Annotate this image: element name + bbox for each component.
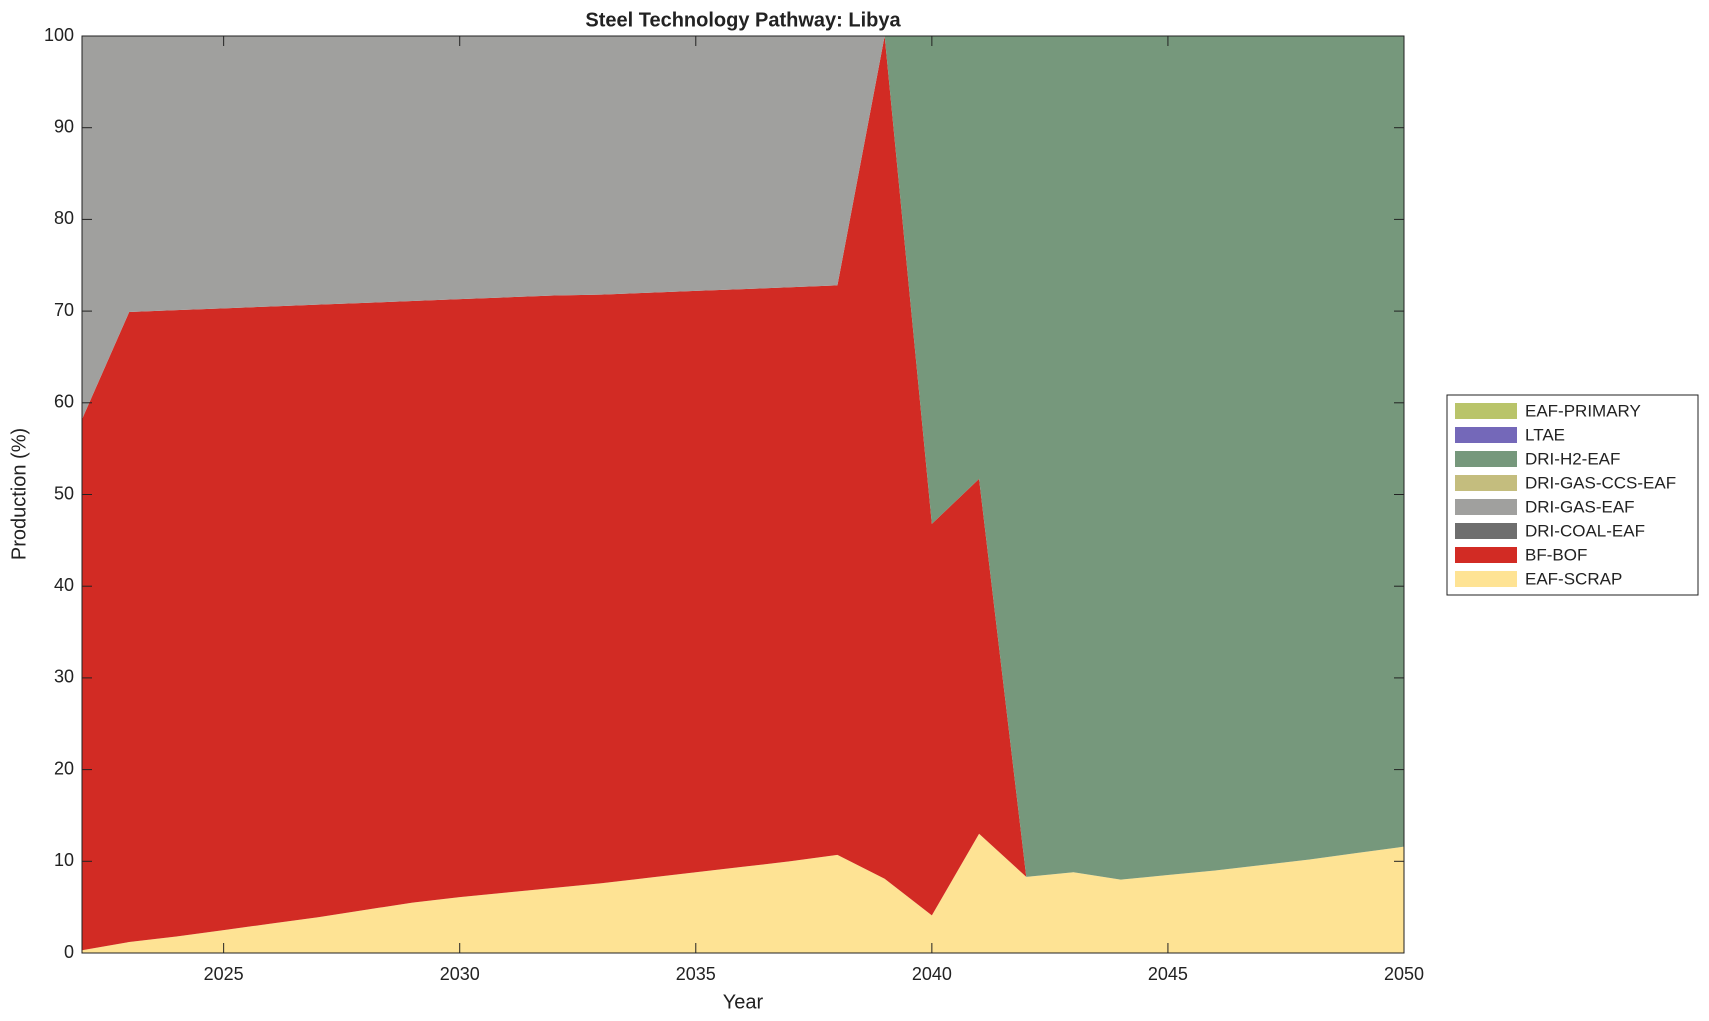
legend-swatch	[1455, 451, 1517, 467]
area	[82, 36, 1404, 880]
legend-label: EAF-PRIMARY	[1525, 401, 1641, 420]
legend-swatch	[1455, 523, 1517, 539]
x-tick-label: 2025	[204, 964, 244, 984]
y-tick-label: 70	[54, 300, 74, 320]
area	[82, 36, 1404, 880]
legend-label: LTAE	[1525, 425, 1565, 444]
chart-title: Steel Technology Pathway: Libya	[585, 9, 901, 31]
y-tick-label: 90	[54, 116, 74, 136]
legend-label: DRI-GAS-CCS-EAF	[1525, 473, 1676, 492]
y-tick-label: 100	[44, 25, 74, 45]
x-tick-label: 2050	[1384, 964, 1424, 984]
x-axis-label: Year	[723, 991, 764, 1013]
legend-box	[1446, 394, 1699, 596]
y-tick-label: 30	[54, 667, 74, 687]
y-tick-label: 0	[64, 942, 74, 962]
legend-label: EAF-SCRAP	[1525, 569, 1622, 588]
y-tick-label: 80	[54, 208, 74, 228]
area	[82, 833, 1404, 953]
y-tick-label: 50	[54, 483, 74, 503]
legend-swatch	[1455, 475, 1517, 491]
y-tick-label: 10	[54, 850, 74, 870]
legend-swatch	[1455, 499, 1517, 515]
legend-label: BF-BOF	[1525, 545, 1587, 564]
legend-swatch	[1455, 547, 1517, 563]
y-axis-label: Production (%)	[8, 428, 30, 560]
legend-label: DRI-COAL-EAF	[1525, 521, 1645, 540]
legend-label: DRI-GAS-EAF	[1525, 497, 1635, 516]
x-tick-label: 2030	[440, 964, 480, 984]
legend-label: DRI-H2-EAF	[1525, 449, 1620, 468]
y-tick-label: 60	[54, 392, 74, 412]
x-tick-label: 2035	[676, 964, 716, 984]
legend-swatch	[1455, 571, 1517, 587]
legend-swatch	[1455, 427, 1517, 443]
y-tick-label: 40	[54, 575, 74, 595]
area	[82, 36, 1404, 951]
x-tick-label: 2045	[1148, 964, 1188, 984]
y-tick-label: 20	[54, 758, 74, 778]
x-tick-label: 2040	[912, 964, 952, 984]
legend-swatch	[1455, 403, 1517, 419]
